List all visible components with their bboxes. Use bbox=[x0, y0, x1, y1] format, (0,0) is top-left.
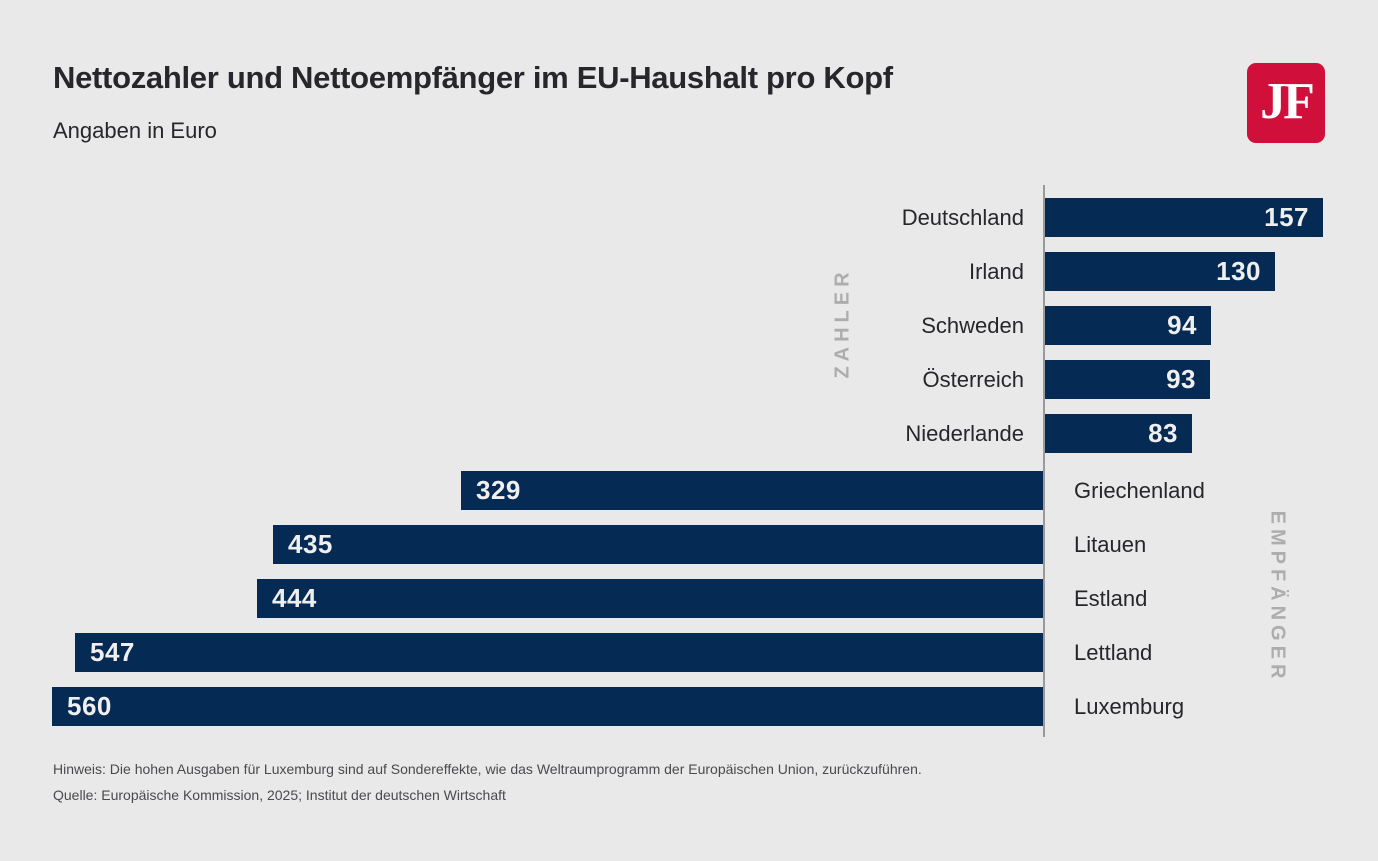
bar-value-irland: 130 bbox=[1216, 256, 1261, 286]
page-title: Nettozahler und Nettoempfänger im EU-Hau… bbox=[53, 60, 893, 95]
bar-luxemburg: 560 bbox=[52, 687, 1043, 726]
country-label-irland: Irland bbox=[968, 259, 1024, 284]
bar-value-luxemburg: 560 bbox=[67, 691, 112, 721]
bar-value-deutschland: 157 bbox=[1264, 202, 1309, 232]
group-label-zahler: ZAHLER bbox=[831, 267, 854, 379]
jf-logo-text: JF bbox=[1260, 72, 1315, 130]
bar-value-griechenland: 329 bbox=[476, 475, 521, 505]
footnote-hinweis: Hinweis: Die hohen Ausgaben für Luxembur… bbox=[53, 761, 922, 777]
country-label-niederlande: Niederlande bbox=[905, 421, 1024, 446]
country-label-schweden: Schweden bbox=[921, 313, 1024, 338]
bar-value-lettland: 547 bbox=[90, 637, 135, 667]
bar-griechenland: 329 bbox=[461, 471, 1043, 510]
jf-logo: JF bbox=[1247, 63, 1325, 143]
bar-sterreich: 93 bbox=[1045, 360, 1210, 399]
country-label-deutschland: Deutschland bbox=[901, 205, 1024, 230]
bar-value-sterreich: 93 bbox=[1166, 364, 1196, 394]
bar-lettland: 547 bbox=[75, 633, 1043, 672]
bar-value-litauen: 435 bbox=[288, 529, 333, 559]
zero-axis-line bbox=[1043, 185, 1045, 737]
group-label-empfaenger: EMPFÄNGER bbox=[1266, 510, 1289, 684]
bar-value-estland: 444 bbox=[272, 583, 317, 613]
bar-deutschland: 157 bbox=[1045, 198, 1323, 237]
bar-value-schweden: 94 bbox=[1167, 310, 1197, 340]
country-label-estland: Estland bbox=[1074, 586, 1148, 611]
bar-litauen: 435 bbox=[273, 525, 1043, 564]
page-subtitle: Angaben in Euro bbox=[53, 118, 217, 143]
country-label-griechenland: Griechenland bbox=[1074, 478, 1205, 503]
bar-estland: 444 bbox=[257, 579, 1043, 618]
bar-irland: 130 bbox=[1045, 252, 1275, 291]
footnote-source: Quelle: Europäische Kommission, 2025; In… bbox=[53, 787, 506, 803]
country-label-sterreich: Österreich bbox=[922, 367, 1024, 392]
bar-value-niederlande: 83 bbox=[1148, 418, 1178, 448]
country-label-lettland: Lettland bbox=[1074, 640, 1153, 665]
country-label-luxemburg: Luxemburg bbox=[1074, 694, 1185, 719]
country-label-litauen: Litauen bbox=[1074, 532, 1147, 557]
bar-schweden: 94 bbox=[1045, 306, 1211, 345]
bar-niederlande: 83 bbox=[1045, 414, 1192, 453]
